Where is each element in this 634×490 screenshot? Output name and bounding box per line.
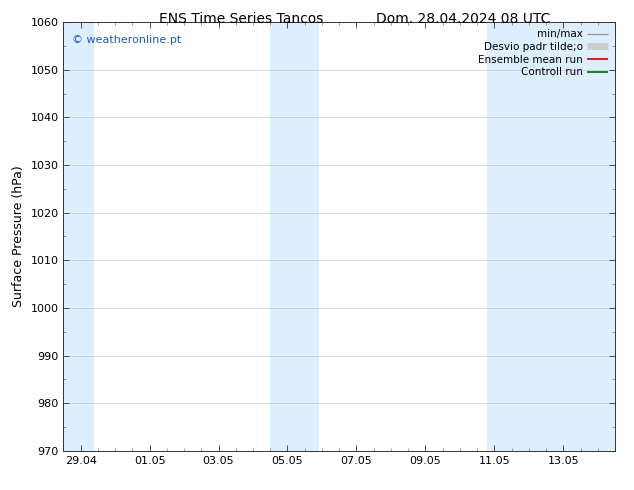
Text: Dom. 28.04.2024 08 UTC: Dom. 28.04.2024 08 UTC	[375, 12, 550, 26]
Text: ENS Time Series Tancos: ENS Time Series Tancos	[158, 12, 323, 26]
Bar	[270, 22, 318, 451]
Bar	[488, 22, 615, 451]
Bar	[63, 22, 94, 451]
Text: © weatheronline.pt: © weatheronline.pt	[72, 35, 181, 45]
Legend: min/max, Desvio padr tilde;o, Ensemble mean run, Controll run: min/max, Desvio padr tilde;o, Ensemble m…	[476, 27, 610, 79]
Y-axis label: Surface Pressure (hPa): Surface Pressure (hPa)	[12, 166, 25, 307]
